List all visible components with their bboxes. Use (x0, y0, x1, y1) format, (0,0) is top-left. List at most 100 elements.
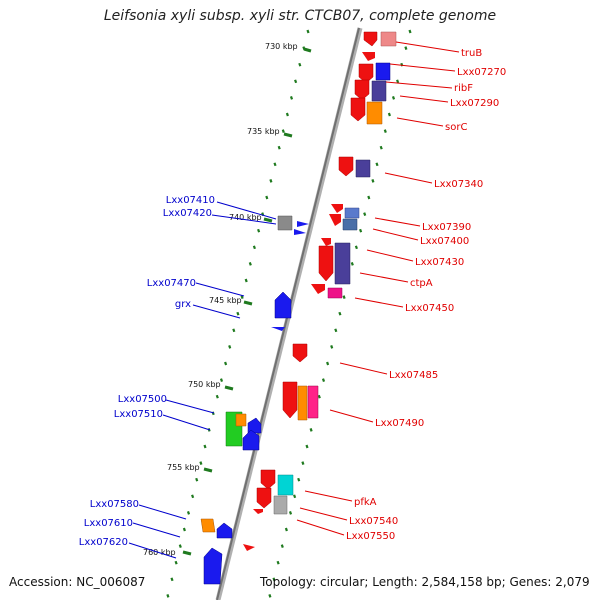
gene-Lxx07470[interactable] (274, 291, 292, 319)
label-Lxx07610[interactable]: Lxx07610 (84, 518, 133, 529)
gene-Lxx07430-a[interactable] (318, 245, 334, 282)
lane-dot (224, 361, 228, 366)
label-pfkA[interactable]: pfkA (354, 497, 377, 508)
gene-Lxx07270[interactable] (375, 62, 391, 81)
gene-Lxx07620[interactable] (203, 547, 223, 585)
lane-dot (383, 129, 387, 133)
lane-dot (330, 345, 334, 349)
gene-Lxx07340-a[interactable] (338, 156, 354, 177)
label-ctpA[interactable]: ctpA (410, 278, 433, 289)
gene-truB-a[interactable] (363, 31, 378, 47)
lane-dot (276, 560, 280, 565)
gene-ctpA[interactable] (327, 287, 343, 299)
gene-Lxx07610[interactable] (216, 522, 233, 539)
gene-small-1[interactable] (362, 52, 375, 61)
label-grx[interactable]: grx (175, 299, 191, 310)
lane-dot (170, 577, 174, 582)
lane-dot (166, 594, 170, 598)
label-truB[interactable]: truB (461, 48, 482, 59)
label-Lxx07450[interactable]: Lxx07450 (405, 303, 454, 314)
label-Lxx07485[interactable]: Lxx07485 (389, 370, 438, 381)
label-Lxx07270[interactable]: Lxx07270 (457, 67, 506, 78)
lane-dot (289, 96, 294, 100)
forward-label-lines (296, 41, 460, 536)
lane-dot (265, 195, 269, 200)
gene-grx[interactable] (271, 327, 285, 331)
gene-Lxx07400[interactable] (342, 218, 358, 231)
label-Lxx07540[interactable]: Lxx07540 (349, 516, 398, 527)
gene-small-3[interactable] (243, 544, 255, 551)
gene-Lxx07340[interactable] (355, 159, 371, 178)
label-sorC[interactable]: sorC (445, 122, 467, 133)
gene-Lxx07490-a[interactable] (282, 381, 298, 419)
gene-Lxx07510-a[interactable] (247, 417, 262, 434)
gene-Lxx07485[interactable] (292, 343, 308, 363)
label-Lxx07550[interactable]: Lxx07550 (346, 531, 395, 542)
label-Lxx07500[interactable]: Lxx07500 (118, 394, 167, 405)
lane-dot (309, 428, 313, 432)
gene-Lxx07400-a[interactable] (329, 214, 341, 226)
gene-ribF[interactable] (354, 79, 370, 101)
label-Lxx07390[interactable]: Lxx07390 (422, 222, 471, 233)
gene-Lxx07420[interactable] (294, 229, 306, 235)
lane-dot (244, 278, 248, 283)
tick-label-755: 755 kbp (167, 463, 200, 472)
label-ribF[interactable]: ribF (454, 83, 473, 94)
gene-ribF-b[interactable] (371, 80, 387, 102)
gene-Lxx07580[interactable] (200, 518, 216, 533)
gene-Lxx07510[interactable] (242, 429, 260, 451)
label-Lxx07580[interactable]: Lxx07580 (90, 499, 139, 510)
gene-Lxx07270-a[interactable] (358, 63, 374, 84)
forward-features (243, 31, 397, 551)
lane-dot (338, 311, 342, 316)
lane-dot (272, 577, 276, 582)
label-Lxx07420[interactable]: Lxx07420 (163, 208, 212, 219)
label-Lxx07400[interactable]: Lxx07400 (420, 236, 469, 247)
lane-dot (354, 245, 358, 250)
lane-dot (326, 361, 330, 366)
label-Lxx07290[interactable]: Lxx07290 (450, 98, 499, 109)
lane-dot (297, 477, 301, 482)
gene-Lxx07490-b[interactable] (297, 385, 308, 421)
label-Lxx07470[interactable]: Lxx07470 (147, 278, 196, 289)
label-Lxx07430[interactable]: Lxx07430 (415, 257, 464, 268)
gene-Lxx07390[interactable] (344, 207, 360, 219)
label-Lxx07410[interactable]: Lxx07410 (166, 195, 215, 206)
gene-Lxx07540-a[interactable] (256, 487, 272, 509)
lane-dot (288, 511, 293, 515)
lane-dot (203, 444, 207, 449)
label-Lxx07340[interactable]: Lxx07340 (434, 179, 483, 190)
gene-small-2[interactable] (321, 238, 331, 246)
gene-Lxx07500-b[interactable] (235, 413, 247, 427)
lane-dot (396, 79, 400, 84)
gene-Lxx07490[interactable] (307, 385, 319, 419)
gene-Lxx07420-arrow[interactable] (297, 221, 309, 227)
lane-dot (195, 477, 199, 482)
gene-sorC[interactable] (366, 101, 383, 125)
lane-dot (321, 378, 326, 382)
lane-dot (268, 594, 272, 598)
lane-dot (277, 145, 281, 150)
lane-dot (371, 179, 375, 183)
gene-ctpA-a[interactable] (311, 284, 325, 294)
label-Lxx07620[interactable]: Lxx07620 (79, 537, 128, 548)
lane-dot (186, 511, 191, 515)
gene-pfkA-a[interactable] (260, 469, 276, 490)
accession-text: Accession: NC_006087 (9, 575, 146, 589)
gene-Lxx07410[interactable] (277, 215, 293, 231)
label-Lxx07510[interactable]: Lxx07510 (114, 409, 163, 420)
lane-dot (280, 544, 284, 548)
gene-Lxx07430[interactable] (334, 242, 351, 285)
lane-dot (228, 345, 232, 349)
gene-Lxx07290[interactable] (350, 97, 366, 122)
gene-Lxx07550-a[interactable] (253, 509, 263, 514)
lane-dot (379, 145, 383, 150)
lane-dot (232, 328, 236, 333)
lane-dot (408, 29, 412, 34)
gene-Lxx07540[interactable] (273, 495, 288, 515)
label-Lxx07490[interactable]: Lxx07490 (375, 418, 424, 429)
gene-pfkA[interactable] (277, 474, 294, 496)
gene-Lxx07390-a[interactable] (331, 204, 343, 213)
gene-truB[interactable] (380, 31, 397, 47)
